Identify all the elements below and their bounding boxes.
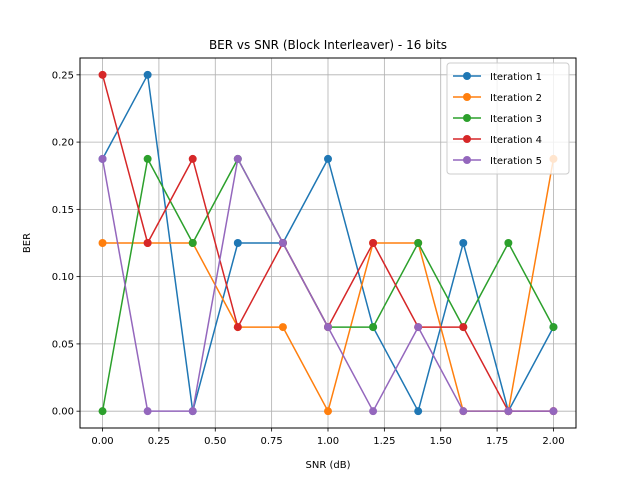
y-tick-label: 0.00 [52, 407, 74, 418]
legend-item: Iteration 4 [453, 135, 542, 146]
x-tick-label: 0.50 [204, 436, 226, 447]
y-tick-label: 0.10 [52, 272, 74, 283]
data-point [188, 154, 197, 163]
legend-label: Iteration 5 [490, 156, 542, 167]
x-tick-label: 1.25 [373, 436, 395, 447]
y-tick-label: 0.20 [52, 138, 74, 149]
data-point [143, 154, 152, 163]
data-point [414, 407, 423, 416]
data-point [459, 239, 468, 247]
data-point [278, 323, 287, 332]
data-point [459, 407, 468, 416]
legend-label: Iteration 3 [490, 114, 542, 125]
data-point [98, 407, 107, 416]
data-point [369, 239, 378, 247]
data-point [504, 239, 513, 247]
x-tick-label: 1.75 [486, 436, 508, 447]
legend-marker [463, 156, 471, 164]
data-point [369, 323, 378, 332]
data-point [233, 239, 242, 247]
data-point [233, 323, 242, 332]
data-point [459, 323, 468, 332]
x-tick-label: 2.00 [542, 436, 564, 447]
data-point [414, 239, 423, 247]
y-tick-label: 0.25 [52, 70, 74, 81]
data-point [143, 70, 152, 79]
x-tick-label: 1.50 [430, 436, 452, 447]
data-point [98, 154, 107, 163]
legend-label: Iteration 4 [490, 135, 542, 146]
data-point [143, 239, 152, 247]
data-point [98, 239, 107, 247]
legend-marker [463, 93, 471, 101]
x-axis-ticks: 0.00 0.25 0.50 0.75 1.00 1.25 1.50 1.75 2.00 [91, 428, 565, 447]
x-tick-label: 0.25 [148, 436, 170, 447]
legend-label: Iteration 1 [490, 72, 542, 83]
data-point [324, 154, 332, 163]
legend-item: Iteration 3 [453, 114, 542, 125]
data-point [504, 407, 513, 416]
x-tick-label: 1.00 [317, 436, 339, 447]
data-point [98, 70, 107, 79]
x-tick-label: 0.75 [261, 436, 283, 447]
legend-item: Iteration 1 [453, 72, 542, 83]
chart-title: BER vs SNR (Block Interleaver) - 16 bits [209, 38, 447, 52]
data-point [324, 323, 332, 332]
y-axis-label: BER [22, 233, 33, 253]
y-tick-label: 0.15 [52, 205, 74, 216]
data-point [414, 323, 423, 332]
series-5 [98, 154, 558, 416]
legend: Iteration 1 Iteration 2 Iteration 3 Iterati… [446, 62, 570, 175]
x-axis-label: SNR (dB) [306, 460, 351, 471]
legend-item: Iteration 2 [453, 93, 542, 104]
x-tick-label: 0.00 [91, 436, 113, 447]
series-layer [98, 70, 558, 416]
legend-marker [463, 114, 471, 122]
data-point [278, 239, 287, 247]
data-point [369, 407, 378, 416]
legend-box [446, 62, 570, 175]
y-tick-label: 0.05 [52, 339, 74, 350]
legend-marker [463, 135, 471, 143]
data-point [324, 407, 332, 416]
data-point [188, 407, 197, 416]
data-point [143, 407, 152, 416]
data-point [233, 154, 242, 163]
data-point [549, 323, 558, 332]
legend-marker [463, 72, 471, 80]
data-point [549, 407, 558, 416]
data-point [188, 239, 197, 247]
y-axis-ticks: 0.00 0.05 0.10 0.15 0.20 0.25 [52, 70, 80, 418]
legend-item: Iteration 5 [453, 156, 542, 167]
legend-label: Iteration 2 [490, 93, 542, 104]
